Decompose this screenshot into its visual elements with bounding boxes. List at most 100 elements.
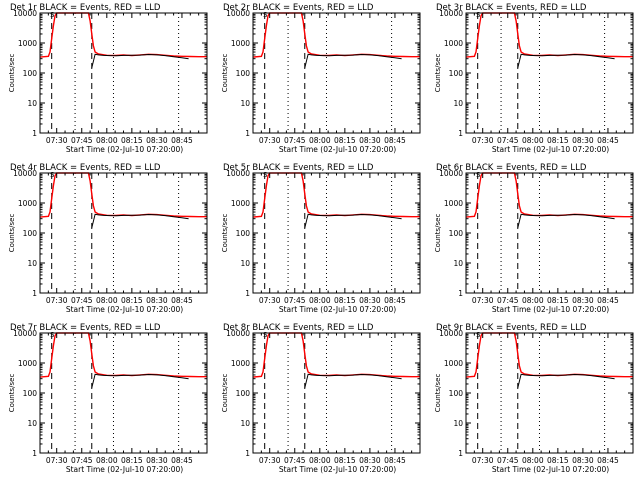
plot-frame	[252, 12, 421, 134]
events-series-line	[304, 373, 402, 388]
lld-series-line	[252, 12, 420, 58]
x-axis-label: Start Time (02-Jul-10 07:20:00)	[66, 305, 183, 314]
y-tick-label: 1000	[18, 359, 37, 368]
y-tick-label: 1	[245, 449, 250, 458]
plot-frame	[252, 332, 421, 454]
x-tick-label: 07:30	[472, 136, 494, 145]
corner-annotation: S	[50, 171, 55, 179]
panel-title: Det 6r BLACK = Events, RED = LLD	[436, 163, 587, 173]
x-tick-label: 08:15	[547, 456, 569, 465]
plot-frame	[252, 172, 421, 294]
x-axis-label: Start Time (02-Jul-10 07:20:00)	[492, 305, 609, 314]
corner-annotation: S	[263, 11, 268, 19]
lld-series-line	[465, 12, 633, 58]
y-tick-label: 1000	[444, 199, 463, 208]
x-tick-label: 08:30	[572, 296, 594, 305]
x-tick-label: 08:30	[572, 136, 594, 145]
y-tick-label: 1	[458, 289, 463, 298]
x-tick-label: 08:30	[359, 136, 381, 145]
x-tick-label: 08:15	[334, 456, 356, 465]
detector-panel-7: Det 7r BLACK = Events, RED = LLD 1 10 100 10…	[8, 323, 208, 474]
detector-panel-4: Det 4r BLACK = Events, RED = LLD 1 10 100 10…	[8, 163, 208, 314]
lld-series-line	[465, 172, 633, 218]
x-tick-label: 07:45	[497, 296, 519, 305]
y-tick-label: 10000	[226, 329, 250, 338]
detector-panel-6: Det 6r BLACK = Events, RED = LLD 1 10 100 10…	[434, 163, 634, 314]
panel-title: Det 3r BLACK = Events, RED = LLD	[436, 3, 587, 13]
y-tick-label: 100	[23, 389, 38, 398]
x-tick-label: 07:45	[284, 296, 306, 305]
y-tick-label: 100	[236, 69, 251, 78]
x-tick-label: 08:30	[359, 296, 381, 305]
y-tick-label: 1000	[18, 39, 37, 48]
x-tick-label: 07:30	[472, 456, 494, 465]
panel-title: Det 8r BLACK = Events, RED = LLD	[223, 323, 374, 333]
corner-annotation: S	[476, 331, 481, 339]
y-tick-label: 100	[449, 229, 464, 238]
x-tick-label: 08:00	[522, 136, 544, 145]
x-axis-label: Start Time (02-Jul-10 07:20:00)	[492, 465, 609, 474]
y-tick-label: 10	[27, 99, 37, 108]
lld-series-line	[252, 172, 420, 218]
x-tick-label: 07:30	[46, 296, 68, 305]
x-tick-label: 08:45	[597, 456, 619, 465]
x-tick-label: 08:15	[547, 296, 569, 305]
y-tick-label: 10000	[439, 9, 463, 18]
x-tick-label: 08:30	[146, 456, 168, 465]
events-series-line	[304, 213, 402, 228]
y-axis-label: Counts/sec	[8, 214, 16, 253]
x-tick-label: 08:15	[121, 136, 143, 145]
events-series-line	[91, 213, 189, 228]
x-tick-label: 08:30	[146, 136, 168, 145]
y-tick-label: 10000	[439, 329, 463, 338]
y-axis-label: Counts/sec	[434, 374, 442, 413]
lld-series-line	[39, 172, 207, 218]
x-tick-label: 08:45	[171, 296, 193, 305]
corner-annotation: S	[50, 331, 55, 339]
x-tick-label: 08:45	[171, 456, 193, 465]
y-tick-label: 1	[458, 129, 463, 138]
x-axis-label: Start Time (02-Jul-10 07:20:00)	[66, 145, 183, 154]
y-tick-label: 10000	[439, 169, 463, 178]
y-tick-label: 1000	[231, 39, 250, 48]
x-tick-label: 07:30	[46, 136, 68, 145]
x-tick-label: 08:00	[96, 456, 118, 465]
x-tick-label: 08:45	[384, 456, 406, 465]
x-tick-label: 08:45	[384, 136, 406, 145]
x-tick-label: 07:45	[497, 136, 519, 145]
x-tick-label: 08:00	[522, 296, 544, 305]
y-tick-label: 1	[32, 289, 37, 298]
y-axis-label: Counts/sec	[434, 54, 442, 93]
x-tick-label: 08:30	[146, 296, 168, 305]
events-series-line	[517, 213, 615, 228]
detector-panel-2: Det 2r BLACK = Events, RED = LLD 1 10 100 10…	[221, 3, 421, 154]
x-tick-label: 07:30	[259, 136, 281, 145]
panel-title: Det 2r BLACK = Events, RED = LLD	[223, 3, 374, 13]
plot-frame	[39, 332, 208, 454]
x-tick-label: 08:00	[309, 296, 331, 305]
x-tick-label: 08:45	[597, 136, 619, 145]
x-tick-label: 07:30	[472, 296, 494, 305]
plot-frame	[39, 12, 208, 134]
corner-annotation: S	[263, 331, 268, 339]
y-tick-label: 10	[240, 419, 250, 428]
y-tick-label: 10	[27, 259, 37, 268]
corner-annotation: S	[476, 11, 481, 19]
x-tick-label: 08:30	[359, 456, 381, 465]
y-tick-label: 100	[236, 389, 251, 398]
plot-frame	[465, 332, 634, 454]
panel-title: Det 1r BLACK = Events, RED = LLD	[10, 3, 161, 13]
x-tick-label: 08:00	[96, 296, 118, 305]
y-tick-label: 10000	[13, 329, 37, 338]
y-tick-label: 100	[23, 229, 38, 238]
x-tick-label: 08:15	[334, 136, 356, 145]
y-axis-label: Counts/sec	[221, 374, 229, 413]
x-tick-label: 08:45	[384, 296, 406, 305]
events-series-line	[517, 53, 615, 68]
lld-series-line	[252, 332, 420, 378]
y-tick-label: 10000	[226, 169, 250, 178]
y-tick-label: 100	[236, 229, 251, 238]
y-tick-label: 10000	[226, 9, 250, 18]
lld-series-line	[39, 12, 207, 58]
